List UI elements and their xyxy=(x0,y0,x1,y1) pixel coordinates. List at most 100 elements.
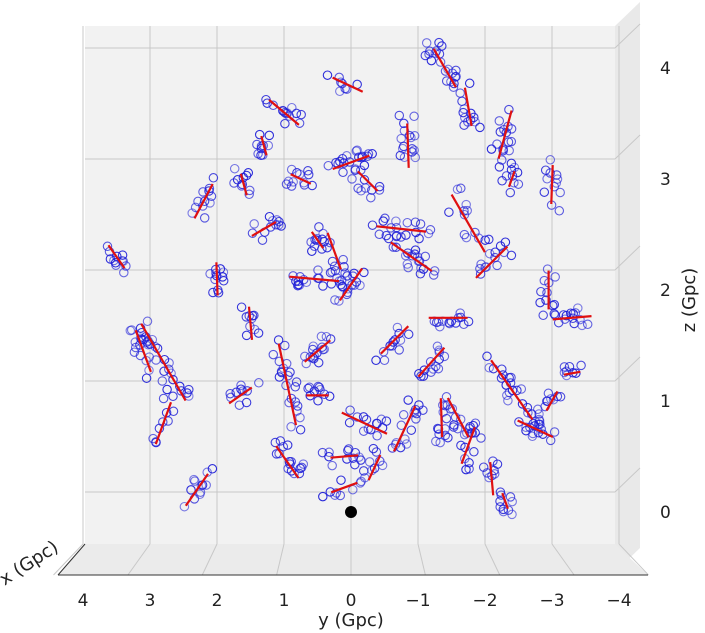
data-point xyxy=(550,272,560,282)
data-point xyxy=(359,175,370,185)
fit-segment xyxy=(260,135,268,156)
data-point xyxy=(459,120,469,130)
data-point xyxy=(463,316,474,327)
data-point xyxy=(117,250,128,260)
data-point xyxy=(503,395,513,406)
data-point xyxy=(534,414,544,425)
data-point xyxy=(459,229,470,240)
grid-line-side xyxy=(614,356,641,382)
data-point xyxy=(151,355,161,365)
data-point xyxy=(330,265,341,276)
grid-line-side xyxy=(614,23,641,49)
data-point xyxy=(428,270,439,280)
fit-segment xyxy=(303,339,332,363)
fit-segment xyxy=(552,315,592,321)
scatter-points xyxy=(102,37,593,520)
data-point xyxy=(409,131,420,141)
data-point xyxy=(296,462,307,473)
data-point xyxy=(356,476,366,487)
data-point xyxy=(377,460,388,471)
data-point xyxy=(342,271,352,281)
data-point xyxy=(126,325,137,335)
data-point xyxy=(541,295,551,305)
data-point xyxy=(430,48,441,58)
data-point xyxy=(335,490,346,501)
data-point xyxy=(201,480,211,490)
data-point xyxy=(378,216,389,226)
fit-segment xyxy=(475,245,509,279)
data-point xyxy=(549,309,559,319)
data-point xyxy=(254,129,265,140)
fit-segment xyxy=(490,359,534,421)
data-point xyxy=(484,472,494,483)
data-point xyxy=(371,447,382,457)
fit-segment xyxy=(154,401,173,445)
data-point xyxy=(324,447,334,458)
data-point xyxy=(316,331,327,342)
z-tick-label: 0 xyxy=(660,503,671,523)
fit-segment xyxy=(290,173,312,185)
data-point xyxy=(358,412,369,422)
data-point xyxy=(392,322,403,333)
data-point xyxy=(506,372,516,383)
data-point xyxy=(186,485,196,495)
x-tick-label: 3 xyxy=(145,591,156,611)
data-point xyxy=(391,216,401,226)
data-point xyxy=(420,50,431,61)
x-tick-label: −3 xyxy=(539,591,564,611)
fit-segment xyxy=(184,473,209,507)
data-point xyxy=(421,38,432,48)
fit-segment xyxy=(463,87,473,127)
data-point xyxy=(549,299,560,310)
grid-line-floor xyxy=(417,543,426,576)
data-point xyxy=(411,227,421,238)
fit-segment xyxy=(310,231,325,249)
data-point xyxy=(495,487,506,497)
data-point xyxy=(344,417,355,428)
data-point xyxy=(415,219,426,229)
data-point xyxy=(575,314,585,325)
data-point xyxy=(555,187,565,198)
data-point xyxy=(549,427,560,437)
x-tick-label: 0 xyxy=(346,591,357,611)
data-point xyxy=(270,437,281,448)
data-point xyxy=(190,476,200,486)
data-point xyxy=(244,189,254,200)
data-point xyxy=(439,351,450,362)
data-point xyxy=(168,406,179,417)
fit-segment xyxy=(380,325,410,355)
data-point xyxy=(576,360,586,371)
z-tick-label: 2 xyxy=(660,281,671,301)
fit-segment xyxy=(338,267,364,302)
data-point xyxy=(554,206,565,216)
data-point xyxy=(396,232,406,242)
data-point xyxy=(317,342,327,352)
data-point xyxy=(411,414,421,424)
data-point xyxy=(184,384,194,395)
data-point xyxy=(486,144,497,154)
data-point xyxy=(449,420,459,430)
z-tick-label: 1 xyxy=(660,392,671,412)
grid-line-floor xyxy=(484,543,501,576)
data-point xyxy=(350,459,360,470)
grid-line-floor xyxy=(201,543,218,576)
data-point xyxy=(272,215,282,225)
data-point xyxy=(353,183,363,194)
data-point xyxy=(179,501,190,512)
fit-segments xyxy=(107,48,592,510)
data-point xyxy=(458,107,468,118)
x-tick-label: 4 xyxy=(78,591,89,611)
data-point xyxy=(577,320,587,331)
data-point xyxy=(288,271,298,281)
data-point xyxy=(506,158,517,169)
data-point xyxy=(243,168,254,178)
data-point xyxy=(283,176,294,187)
data-point xyxy=(451,71,461,82)
data-point xyxy=(350,164,361,174)
fit-segment xyxy=(330,454,359,459)
data-point xyxy=(535,297,545,308)
data-point xyxy=(229,163,240,174)
fit-segment xyxy=(432,48,457,88)
data-point xyxy=(367,149,377,159)
fit-segment xyxy=(251,221,277,237)
